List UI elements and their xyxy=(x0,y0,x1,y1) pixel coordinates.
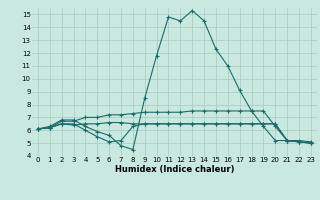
X-axis label: Humidex (Indice chaleur): Humidex (Indice chaleur) xyxy=(115,165,234,174)
